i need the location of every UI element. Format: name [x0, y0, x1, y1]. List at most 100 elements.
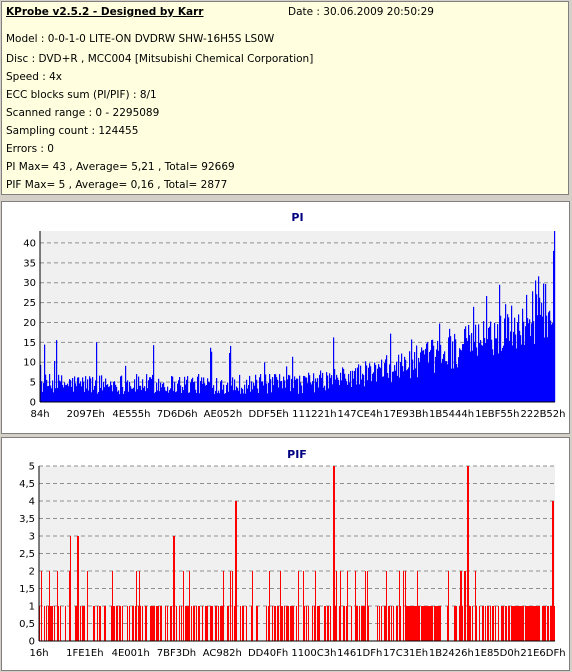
pif-bar — [268, 606, 269, 641]
pif-bar — [52, 606, 53, 641]
pi-bar — [168, 392, 170, 402]
x-tick-label: 16h — [29, 648, 48, 659]
pi-bar — [310, 382, 312, 402]
pi-bar — [340, 372, 342, 402]
pi-bar — [284, 380, 286, 402]
pif-bar — [206, 606, 207, 641]
pi-bar — [255, 374, 257, 402]
pi-bar — [213, 385, 215, 402]
pif-bar — [136, 571, 137, 641]
pi-bar — [432, 339, 434, 402]
pif-bar — [502, 606, 503, 641]
pi-bar — [415, 368, 417, 402]
pif-bar — [227, 606, 228, 641]
pi-bar — [116, 386, 118, 402]
pif-bar — [256, 606, 257, 641]
pi-bar — [352, 370, 354, 402]
pif-bar — [282, 606, 283, 641]
pi-bar — [290, 391, 292, 402]
pi-bar — [178, 380, 180, 402]
pif-bar — [222, 606, 223, 641]
pif-bar — [550, 606, 551, 641]
pi-bar — [326, 372, 328, 402]
pi-bar — [57, 388, 59, 402]
pi-bar — [364, 386, 366, 402]
pi-bar — [467, 340, 469, 402]
pif-bar — [495, 606, 496, 641]
pi-bar — [296, 378, 298, 402]
pif-bar — [105, 606, 106, 641]
pi-bar — [410, 378, 412, 402]
pi-bar — [68, 386, 70, 402]
pi-bar — [303, 375, 305, 402]
pi-bar — [171, 376, 173, 402]
pi-bar — [269, 374, 271, 402]
pi-bar — [374, 362, 376, 402]
pi-bar — [265, 374, 267, 402]
pif-bar — [325, 606, 326, 641]
pif-bar — [464, 571, 465, 641]
y-tick-label: 2 — [29, 567, 35, 578]
pi-bar — [212, 387, 214, 402]
pi-bar — [283, 376, 285, 402]
pi-bar — [342, 367, 344, 402]
pi-bar — [443, 353, 445, 402]
pif-bar — [82, 606, 83, 641]
pi-bar — [483, 321, 485, 402]
pi-bar — [293, 387, 295, 402]
pif-bar — [76, 606, 77, 641]
pif-bar — [99, 606, 100, 641]
pi-bar — [151, 379, 153, 402]
pi-bar — [550, 320, 552, 402]
pi-bar — [485, 342, 487, 402]
pif-bar — [65, 606, 66, 641]
pi-bar — [207, 378, 209, 402]
pi-bar — [60, 381, 62, 402]
pi-bar — [319, 374, 321, 402]
y-tick-label: 4 — [29, 497, 35, 508]
pif-bar — [356, 606, 357, 641]
pif-bar — [179, 606, 180, 641]
y-tick-label: 30 — [23, 278, 36, 289]
pif-bar — [185, 606, 186, 641]
pif-bar — [291, 606, 292, 641]
pi-bar — [497, 324, 499, 402]
pi-bar — [335, 379, 337, 402]
pif-bar — [216, 606, 217, 641]
pi-bar — [179, 377, 181, 402]
pif-bar — [544, 606, 545, 641]
pi-bar — [502, 347, 504, 402]
pi-bar — [159, 391, 161, 402]
pif-bar — [194, 606, 195, 641]
pif-bar — [334, 466, 335, 641]
pif-bar — [156, 606, 157, 641]
x-tick-label: 7BF3Dh — [157, 648, 196, 659]
y-tick-label: 25 — [23, 298, 36, 309]
pi-bar — [472, 350, 474, 402]
pif-bar — [409, 606, 410, 641]
pi-bar — [356, 384, 358, 402]
pif-bar — [534, 606, 535, 641]
pif-bar — [530, 606, 531, 641]
pi-bar — [99, 375, 101, 402]
pif-bar — [439, 606, 440, 641]
pi-bar — [317, 378, 319, 402]
pi-bar — [49, 374, 51, 402]
pif-bar — [508, 606, 509, 641]
pif-bar — [223, 571, 224, 641]
pi-bar — [434, 372, 436, 402]
pif-bar — [58, 606, 59, 641]
chart-title: PI — [291, 211, 303, 224]
pi-bar — [506, 338, 508, 402]
pi-bar — [359, 384, 361, 402]
pi-bar — [211, 351, 213, 402]
pif-bar — [403, 571, 404, 641]
pi-bar — [507, 314, 509, 402]
pi-bar — [447, 364, 449, 402]
pi-bar — [121, 375, 123, 402]
pif-bar — [41, 571, 42, 641]
pif-bar — [318, 606, 319, 641]
pi-bar — [180, 385, 182, 402]
pi-bar — [153, 345, 155, 402]
pi-bar — [164, 387, 166, 402]
